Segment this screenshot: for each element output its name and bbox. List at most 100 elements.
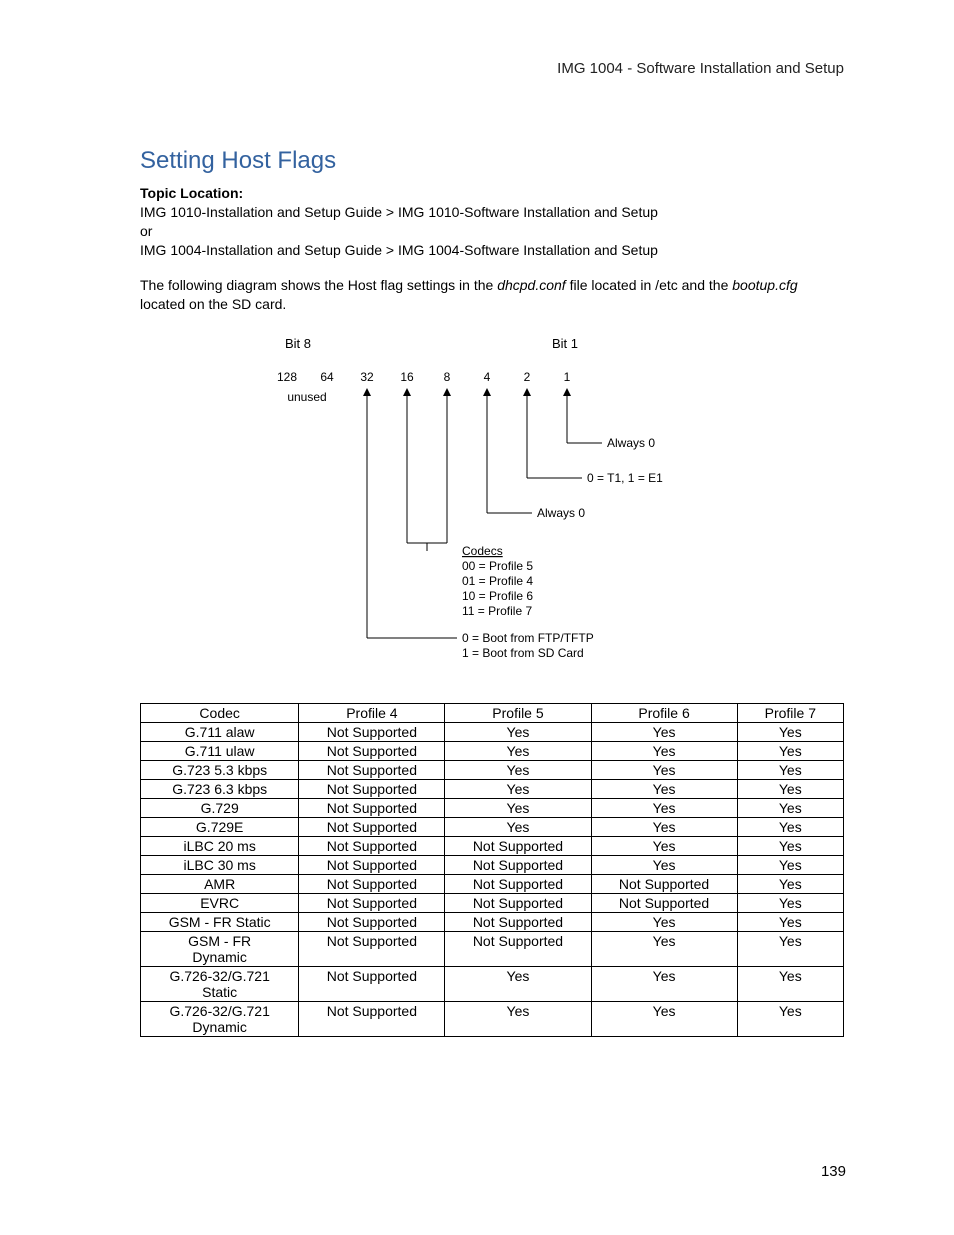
table-header-cell: Profile 5: [445, 704, 591, 723]
support-cell: Yes: [445, 967, 591, 1002]
svg-text:00 = Profile 5: 00 = Profile 5: [462, 559, 533, 573]
support-cell: Yes: [591, 742, 737, 761]
support-cell: Not Supported: [299, 856, 445, 875]
page: IMG 1004 - Software Installation and Set…: [0, 0, 954, 1235]
support-cell: Yes: [445, 780, 591, 799]
support-cell: Not Supported: [299, 913, 445, 932]
svg-text:64: 64: [320, 370, 334, 384]
support-cell: Yes: [737, 818, 843, 837]
codec-cell: iLBC 30 ms: [141, 856, 299, 875]
support-cell: Yes: [591, 856, 737, 875]
table-header-cell: Codec: [141, 704, 299, 723]
support-cell: Yes: [737, 742, 843, 761]
support-cell: Yes: [591, 837, 737, 856]
table-header-cell: Profile 7: [737, 704, 843, 723]
support-cell: Not Supported: [445, 875, 591, 894]
support-cell: Yes: [737, 799, 843, 818]
support-cell: Not Supported: [445, 932, 591, 967]
codec-cell: G.729E: [141, 818, 299, 837]
table-header-cell: Profile 4: [299, 704, 445, 723]
table-row: G.723 5.3 kbpsNot SupportedYesYesYes: [141, 761, 844, 780]
support-cell: Not Supported: [445, 913, 591, 932]
svg-text:8: 8: [444, 370, 451, 384]
table-row: AMRNot SupportedNot SupportedNot Support…: [141, 875, 844, 894]
topic-location-label: Topic Location:: [140, 185, 844, 201]
svg-text:Bit 8: Bit 8: [285, 336, 311, 351]
table-body: G.711 alawNot SupportedYesYesYesG.711 ul…: [141, 723, 844, 1037]
codec-cell: AMR: [141, 875, 299, 894]
svg-text:0 = T1, 1 = E1: 0 = T1, 1 = E1: [587, 471, 663, 485]
support-cell: Not Supported: [299, 818, 445, 837]
support-cell: Yes: [737, 894, 843, 913]
support-cell: Not Supported: [299, 932, 445, 967]
page-title: Setting Host Flags: [140, 147, 844, 175]
intro-em2: bootup.cfg: [732, 277, 797, 293]
codec-cell: iLBC 20 ms: [141, 837, 299, 856]
support-cell: Yes: [737, 723, 843, 742]
support-cell: Yes: [737, 761, 843, 780]
svg-text:Always 0: Always 0: [607, 436, 655, 450]
svg-text:128: 128: [277, 370, 297, 384]
support-cell: Yes: [591, 780, 737, 799]
table-head: CodecProfile 4Profile 5Profile 6Profile …: [141, 704, 844, 723]
host-flags-diagram: Bit 8Bit 11286432168421unusedAlways 00 =…: [140, 333, 844, 673]
support-cell: Not Supported: [299, 799, 445, 818]
codec-cell: EVRC: [141, 894, 299, 913]
support-cell: Not Supported: [299, 723, 445, 742]
support-cell: Not Supported: [591, 894, 737, 913]
support-cell: Yes: [737, 967, 843, 1002]
support-cell: Not Supported: [299, 967, 445, 1002]
running-header: IMG 1004 - Software Installation and Set…: [140, 60, 844, 77]
support-cell: Not Supported: [299, 894, 445, 913]
intro-pre: The following diagram shows the Host fla…: [140, 277, 497, 293]
support-cell: Yes: [591, 932, 737, 967]
svg-text:32: 32: [360, 370, 374, 384]
topic-line-2: IMG 1004-Installation and Setup Guide > …: [140, 242, 658, 258]
svg-text:2: 2: [524, 370, 531, 384]
support-cell: Not Supported: [299, 742, 445, 761]
intro-post: located on the SD card.: [140, 296, 286, 312]
svg-text:16: 16: [400, 370, 414, 384]
support-cell: Yes: [737, 875, 843, 894]
table-row: GSM - FR StaticNot SupportedNot Supporte…: [141, 913, 844, 932]
support-cell: Yes: [591, 723, 737, 742]
svg-text:10 = Profile 6: 10 = Profile 6: [462, 589, 533, 603]
support-cell: Yes: [591, 818, 737, 837]
table-row: G.711 ulawNot SupportedYesYesYes: [141, 742, 844, 761]
support-cell: Not Supported: [299, 761, 445, 780]
support-cell: Yes: [737, 856, 843, 875]
topic-location-body: IMG 1010-Installation and Setup Guide > …: [140, 203, 844, 260]
support-cell: Yes: [737, 1002, 843, 1037]
intro-mid: file located in /etc and the: [566, 277, 733, 293]
support-cell: Not Supported: [299, 1002, 445, 1037]
codec-cell: GSM - FRDynamic: [141, 932, 299, 967]
svg-text:Codecs: Codecs: [462, 544, 503, 558]
table-row: G.711 alawNot SupportedYesYesYes: [141, 723, 844, 742]
support-cell: Yes: [591, 967, 737, 1002]
codec-cell: GSM - FR Static: [141, 913, 299, 932]
codec-cell: G.723 5.3 kbps: [141, 761, 299, 780]
support-cell: Yes: [445, 1002, 591, 1037]
svg-text:4: 4: [484, 370, 491, 384]
support-cell: Yes: [445, 818, 591, 837]
codec-cell: G.729: [141, 799, 299, 818]
support-cell: Yes: [591, 761, 737, 780]
support-cell: Not Supported: [299, 875, 445, 894]
support-cell: Yes: [737, 913, 843, 932]
support-cell: Not Supported: [445, 837, 591, 856]
support-cell: Yes: [737, 837, 843, 856]
svg-text:01 = Profile 4: 01 = Profile 4: [462, 574, 533, 588]
codec-cell: G.711 alaw: [141, 723, 299, 742]
svg-text:0 = Boot from FTP/TFTP: 0 = Boot from FTP/TFTP: [462, 631, 594, 645]
support-cell: Not Supported: [299, 837, 445, 856]
support-cell: Not Supported: [299, 780, 445, 799]
topic-line-1: IMG 1010-Installation and Setup Guide > …: [140, 204, 658, 220]
support-cell: Yes: [591, 1002, 737, 1037]
svg-text:1 = Boot from SD Card: 1 = Boot from SD Card: [462, 646, 584, 660]
codec-cell: G.723 6.3 kbps: [141, 780, 299, 799]
table-row: G.729Not SupportedYesYesYes: [141, 799, 844, 818]
table-row: iLBC 30 msNot SupportedNot SupportedYesY…: [141, 856, 844, 875]
codec-profile-table: CodecProfile 4Profile 5Profile 6Profile …: [140, 703, 844, 1037]
support-cell: Yes: [445, 761, 591, 780]
svg-text:unused: unused: [287, 390, 326, 404]
